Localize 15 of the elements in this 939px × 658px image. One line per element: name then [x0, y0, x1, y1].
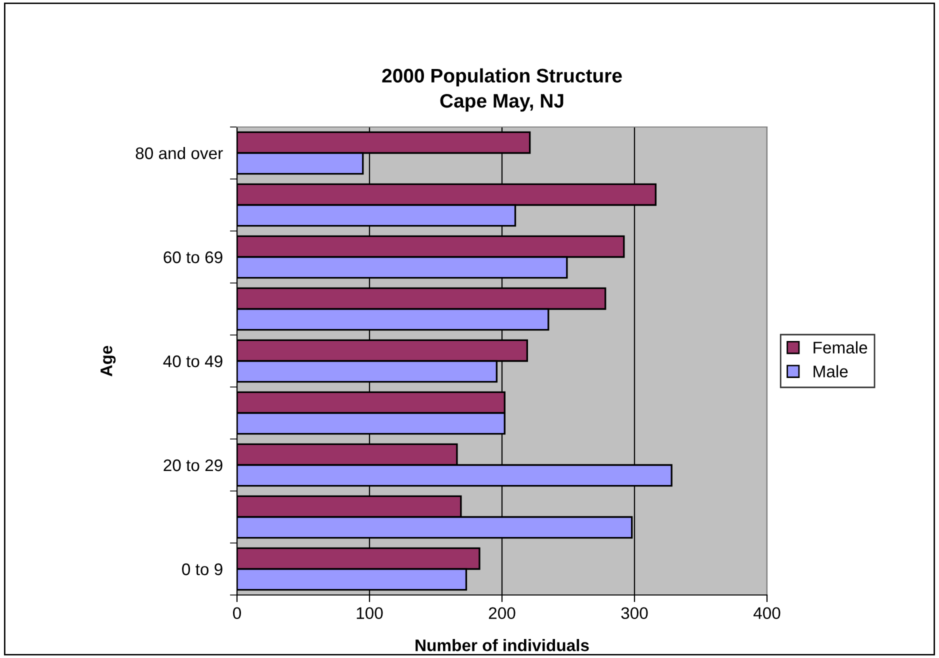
y-tick-label: 60 to 69 — [164, 251, 222, 264]
y-tick-label: 40 to 49 — [163, 355, 222, 368]
x-axis-title: Number of individuals — [416, 639, 589, 652]
x-tick-label: 200 — [488, 607, 516, 620]
legend-label: Male — [814, 365, 848, 378]
chart-title: 2000 Population Structure Cape May, NJ — [382, 68, 622, 112]
x-tick-label: 100 — [356, 607, 383, 620]
y-axis-title: Age — [100, 346, 116, 376]
x-tick-label: 400 — [753, 607, 780, 620]
y-tick-label: 0 to 9 — [182, 563, 222, 576]
legend-label: Female — [814, 341, 868, 354]
x-tick-label: 300 — [621, 607, 648, 620]
y-tick-label: 20 to 29 — [164, 459, 222, 472]
x-tick-label: 0 — [233, 607, 241, 620]
y-tick-label: 80 and over — [136, 146, 223, 160]
